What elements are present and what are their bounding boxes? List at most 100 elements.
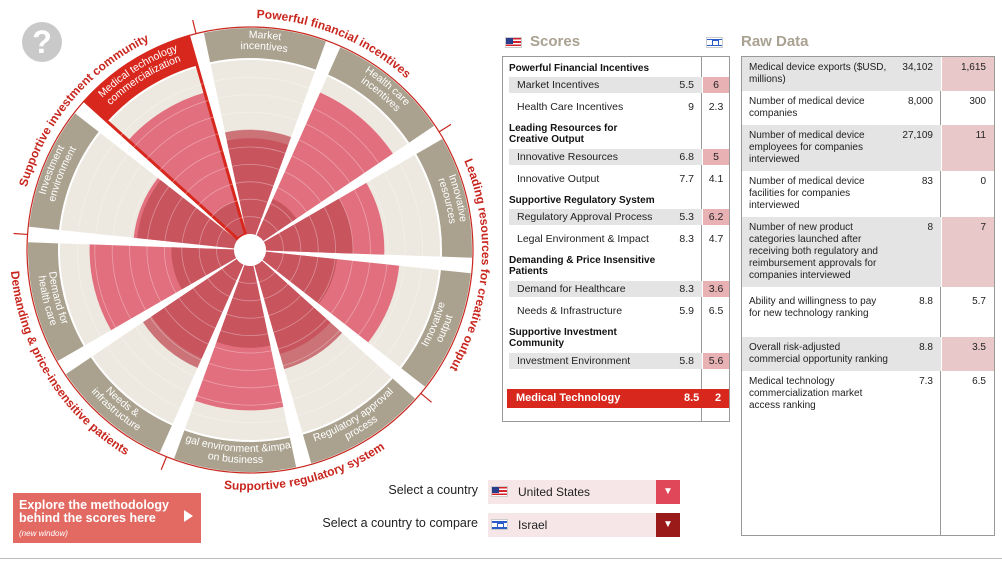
raw-data-row[interactable]: Medical technology commercialization mar…: [742, 371, 942, 417]
score-value: 5.8: [679, 355, 694, 367]
ring-tick: [13, 232, 28, 236]
raw-data-row[interactable]: Number of new product categories launche…: [742, 217, 942, 287]
raw-data-value: 83: [921, 176, 933, 187]
raw-data-compare-value: 6.5: [972, 376, 986, 387]
raw-data-row[interactable]: Number of medical device employees for c…: [742, 125, 942, 171]
raw-data-row[interactable]: Number of medical device facilities for …: [742, 171, 942, 217]
segment-label-band[interactable]: [203, 27, 326, 70]
raw-data-row[interactable]: Number of medical device companies 8,000: [742, 91, 942, 125]
raw-data-row[interactable]: Ability and willingness to pay for new t…: [742, 291, 942, 337]
compare-score-value: 6: [703, 77, 729, 93]
us-flag-icon: [505, 36, 522, 48]
raw-data-compare-value: 0: [980, 176, 986, 187]
raw-data-label: Number of medical device employees for c…: [749, 130, 865, 165]
score-row[interactable]: Legal Environment & Impact 8.3: [509, 231, 702, 247]
compare-score-value: 6.2: [703, 209, 729, 225]
raw-data-label: Medical technology commercialization mar…: [749, 376, 863, 411]
play-icon: [184, 510, 193, 522]
segment-label-band[interactable]: [65, 357, 172, 453]
section-title: Leading Resources for Creative Output: [509, 123, 618, 145]
segment-label-band[interactable]: [174, 430, 297, 472]
compare-score-bar: [256, 198, 297, 242]
segment-label-band[interactable]: [85, 36, 198, 122]
score-label: Needs & Infrastructure: [517, 305, 623, 317]
score-value: 8.3: [679, 283, 694, 295]
score-row[interactable]: Regulatory Approval Process 5.3: [509, 209, 702, 225]
raw-data-compare: 6.5: [942, 371, 994, 417]
raw-data-compare: 0: [942, 171, 994, 217]
score-row[interactable]: Innovative Output 7.7: [509, 171, 702, 187]
raw-data-label: Ability and willingness to pay for new t…: [749, 296, 877, 319]
score-label: Legal Environment & Impact: [517, 233, 649, 245]
raw-data-compare-value: 1,615: [960, 62, 986, 73]
segment-label-band[interactable]: [302, 378, 415, 464]
wheel-hub: [234, 234, 266, 266]
raw-data-value: 8.8: [919, 296, 933, 307]
raw-data-compare: 7: [942, 217, 994, 287]
raw-data-row[interactable]: Overall risk-adjusted commercial opportu…: [742, 337, 942, 371]
score-value: 8.3: [679, 233, 694, 245]
score-label: Health Care Incentives: [517, 101, 624, 113]
score-row[interactable]: Needs & Infrastructure 5.9: [509, 303, 702, 319]
grid-ring: [146, 146, 354, 354]
country-select[interactable]: United States ▼: [488, 480, 680, 504]
raw-data-compare: 5.7: [942, 291, 994, 337]
compare-country-select[interactable]: Israel ▼: [488, 513, 680, 537]
help-icon[interactable]: ?: [22, 22, 62, 62]
compare-score-value: 5.6: [703, 353, 729, 369]
score-row[interactable]: Innovative Resources 6.8: [509, 149, 702, 165]
raw-data-row[interactable]: Medical device exports ($USD, millions) 3…: [742, 57, 942, 91]
segment-label-band[interactable]: [28, 242, 84, 361]
primary-score-bar: [256, 92, 394, 242]
raw-data-compare-value: 3.5: [972, 342, 986, 353]
score-label: Investment Environment: [517, 355, 631, 367]
us-flag-icon: [491, 486, 508, 497]
primary-score-bar: [128, 92, 246, 240]
score-value: 5.3: [679, 211, 694, 223]
raw-data-label: Number of medical device facilities for …: [749, 176, 865, 211]
ring-tick: [160, 456, 168, 470]
segment-label: incentives: [240, 40, 288, 55]
section-title: Demanding & Price Insensitive Patients: [509, 255, 656, 277]
grid-ring: [181, 181, 319, 319]
score-row[interactable]: Health Care Incentives 9: [509, 99, 702, 115]
segment-label-band[interactable]: [328, 47, 435, 143]
segment-label-band[interactable]: [401, 270, 471, 387]
section-title: Supportive Investment Community: [509, 327, 617, 349]
score-row[interactable]: Investment Environment 5.8: [509, 353, 702, 369]
compare-score-value: 2.3: [708, 101, 724, 113]
segment-label-band[interactable]: [416, 139, 472, 258]
chevron-down-icon[interactable]: ▼: [656, 480, 680, 504]
score-value: 5.9: [679, 305, 694, 317]
compare-score-value: 4.1: [708, 173, 724, 185]
raw-data-value: 8.8: [919, 342, 933, 353]
score-value: 9: [688, 101, 694, 113]
segment-label-band[interactable]: [29, 113, 99, 230]
select-compare-label: Select a country to compare: [322, 516, 478, 530]
score-label: Demand for Healthcare: [517, 283, 626, 295]
raw-data-label: Medical device exports ($USD, millions): [749, 62, 887, 85]
compare-score-value: 5: [703, 149, 729, 165]
score-row[interactable]: Market Incentives 5.5: [509, 77, 702, 93]
explore-methodology-button[interactable]: Explore the methodology behind the score…: [13, 493, 201, 543]
total-compare-value: 2: [715, 392, 722, 404]
score-row[interactable]: Demand for Healthcare 8.3: [509, 281, 702, 297]
raw-data-label: Number of new product categories launche…: [749, 222, 878, 281]
ring-tick: [438, 123, 452, 133]
compare-score-bar: [142, 258, 244, 368]
chevron-down-icon[interactable]: ▼: [656, 513, 680, 537]
compare-score-bar: [263, 198, 353, 254]
ring-tick: [192, 19, 197, 34]
compare-score-bar: [254, 260, 343, 370]
scores-header: Scores: [505, 33, 580, 50]
grid-ring: [163, 163, 336, 336]
segment-label: Market: [249, 29, 282, 43]
ring-tick: [420, 392, 432, 403]
total-score-row[interactable]: Medical Technology 8.5 2: [507, 389, 729, 408]
divider: [0, 558, 1002, 559]
israel-flag-icon: [491, 519, 508, 530]
score-value: 7.7: [679, 173, 694, 185]
score-label: Market Incentives: [517, 79, 600, 91]
raw-data-value: 8: [927, 222, 933, 233]
